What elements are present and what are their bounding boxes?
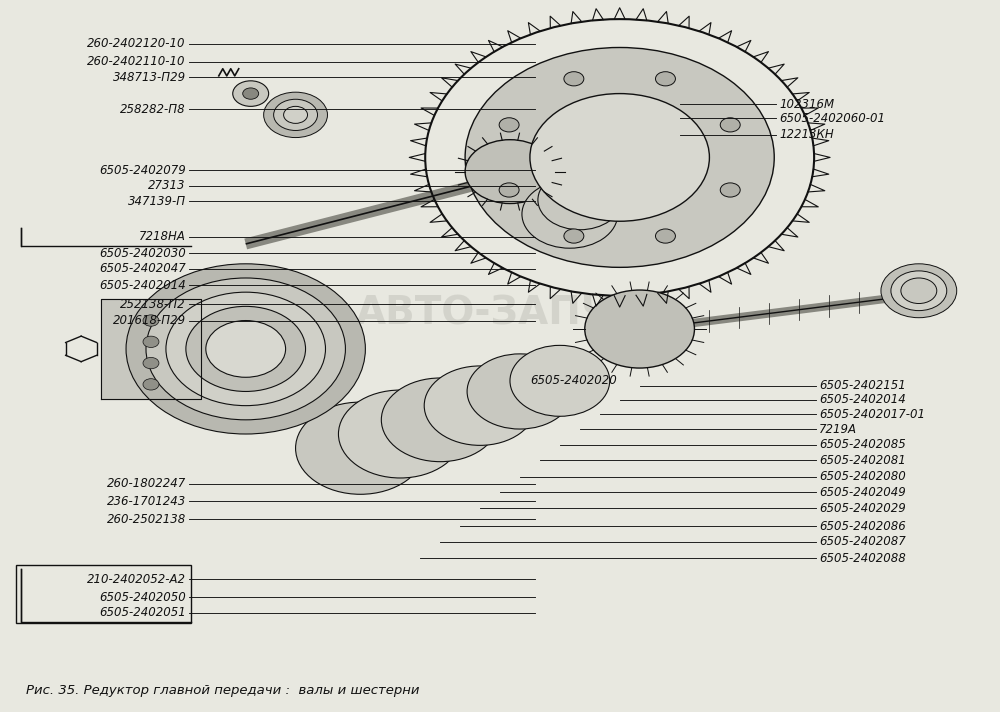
Text: 6505-2402081: 6505-2402081 bbox=[819, 454, 906, 467]
Text: 6505-2402079: 6505-2402079 bbox=[99, 164, 186, 177]
Circle shape bbox=[146, 278, 345, 420]
Text: 210-2402052-А2: 210-2402052-А2 bbox=[87, 573, 186, 586]
Circle shape bbox=[655, 72, 675, 86]
Circle shape bbox=[467, 354, 573, 429]
Text: 260-1802247: 260-1802247 bbox=[107, 477, 186, 490]
Text: 102316М: 102316М bbox=[779, 98, 834, 111]
Text: 7218НА: 7218НА bbox=[139, 231, 186, 244]
Text: 6505-2402049: 6505-2402049 bbox=[819, 486, 906, 498]
Circle shape bbox=[381, 378, 499, 461]
Circle shape bbox=[881, 264, 957, 318]
Circle shape bbox=[143, 357, 159, 369]
Circle shape bbox=[274, 99, 318, 130]
Circle shape bbox=[655, 229, 675, 243]
Text: 6505-2402080: 6505-2402080 bbox=[819, 470, 906, 483]
Text: 6505-2402014: 6505-2402014 bbox=[819, 394, 906, 407]
Text: 260-2402120-10: 260-2402120-10 bbox=[87, 38, 186, 51]
Circle shape bbox=[530, 93, 709, 221]
Circle shape bbox=[186, 306, 306, 392]
Circle shape bbox=[538, 170, 622, 230]
Circle shape bbox=[264, 92, 327, 137]
Circle shape bbox=[499, 117, 519, 132]
Text: 258282-П8: 258282-П8 bbox=[120, 103, 186, 115]
Circle shape bbox=[891, 271, 947, 310]
Text: 6505-2402047: 6505-2402047 bbox=[99, 262, 186, 276]
Circle shape bbox=[499, 183, 519, 197]
Text: 6505-2402014: 6505-2402014 bbox=[99, 278, 186, 292]
Circle shape bbox=[901, 278, 937, 303]
Text: 6505-2402017-01: 6505-2402017-01 bbox=[819, 408, 925, 421]
Text: 6505-2402086: 6505-2402086 bbox=[819, 520, 906, 533]
Text: 252138-П2: 252138-П2 bbox=[120, 298, 186, 310]
Text: 6505-2402087: 6505-2402087 bbox=[819, 535, 906, 548]
Text: 12213КН: 12213КН bbox=[779, 128, 834, 141]
Text: 6505-2402151: 6505-2402151 bbox=[819, 379, 906, 392]
Circle shape bbox=[143, 379, 159, 390]
Circle shape bbox=[585, 290, 694, 368]
Circle shape bbox=[720, 117, 740, 132]
Text: 6505-2402051: 6505-2402051 bbox=[99, 606, 186, 619]
Circle shape bbox=[166, 292, 325, 406]
Text: 236-1701243: 236-1701243 bbox=[107, 495, 186, 508]
Polygon shape bbox=[101, 299, 201, 399]
Text: Рис. 35. Редуктор главной передачи :  валы и шестерни: Рис. 35. Редуктор главной передачи : вал… bbox=[26, 684, 420, 697]
Text: 7219А: 7219А bbox=[819, 422, 857, 436]
Text: 27313: 27313 bbox=[148, 179, 186, 192]
Text: 260-2502138: 260-2502138 bbox=[107, 513, 186, 525]
Circle shape bbox=[522, 180, 618, 248]
Text: 6505-2402060-01: 6505-2402060-01 bbox=[779, 112, 885, 125]
Circle shape bbox=[424, 366, 536, 446]
Circle shape bbox=[564, 229, 584, 243]
Text: 6505-2402085: 6505-2402085 bbox=[819, 438, 906, 451]
Circle shape bbox=[338, 390, 462, 478]
Circle shape bbox=[143, 315, 159, 326]
Circle shape bbox=[206, 320, 286, 377]
Text: 6505-2402020: 6505-2402020 bbox=[530, 375, 617, 387]
Text: 6505-2402088: 6505-2402088 bbox=[819, 552, 906, 565]
Circle shape bbox=[465, 140, 555, 204]
Circle shape bbox=[465, 48, 774, 267]
Circle shape bbox=[296, 402, 425, 494]
Circle shape bbox=[284, 106, 308, 123]
Circle shape bbox=[233, 81, 269, 106]
Circle shape bbox=[720, 183, 740, 197]
Text: 6505-2402029: 6505-2402029 bbox=[819, 502, 906, 515]
Text: 6505-2402030: 6505-2402030 bbox=[99, 246, 186, 260]
Text: 201618-П29: 201618-П29 bbox=[113, 314, 186, 327]
Circle shape bbox=[126, 264, 365, 434]
Text: 6505-2402050: 6505-2402050 bbox=[99, 591, 186, 604]
Circle shape bbox=[510, 345, 610, 417]
Text: 260-2402110-10: 260-2402110-10 bbox=[87, 55, 186, 68]
Text: 347139-П: 347139-П bbox=[128, 195, 186, 208]
Circle shape bbox=[143, 336, 159, 347]
Circle shape bbox=[243, 88, 259, 99]
Circle shape bbox=[564, 72, 584, 86]
Text: 348713-П29: 348713-П29 bbox=[113, 70, 186, 84]
Text: АВТО-ЗАПЧА: АВТО-ЗАПЧА bbox=[356, 295, 644, 333]
